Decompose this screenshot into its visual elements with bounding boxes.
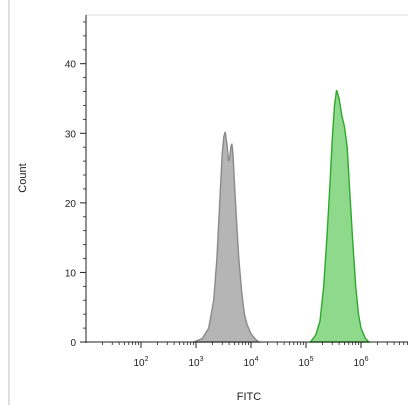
x-ticks: 102103104105106107 <box>102 342 408 369</box>
x-axis-label: FITC <box>237 391 261 403</box>
x-tick-label: 105 <box>298 356 313 369</box>
green-histogram <box>308 89 371 343</box>
y-ticks: 0 10 20 30 40 <box>65 21 86 349</box>
x-tick-label: 106 <box>353 356 368 369</box>
y-tick-label: 20 <box>65 199 77 210</box>
plot-frame <box>85 14 408 343</box>
histogram-areas <box>193 89 371 343</box>
y-tick-label: 40 <box>65 60 77 71</box>
y-tick-label: 10 <box>65 268 77 279</box>
y-axis-label: Count <box>17 163 29 192</box>
x-tick-label: 104 <box>243 356 258 369</box>
axes <box>85 15 408 343</box>
y-tick-label: 0 <box>70 338 76 349</box>
gray-histogram <box>193 131 262 343</box>
x-tick-label: 103 <box>188 356 203 369</box>
y-tick-label: 30 <box>65 129 77 140</box>
x-tick-label: 102 <box>133 356 148 369</box>
